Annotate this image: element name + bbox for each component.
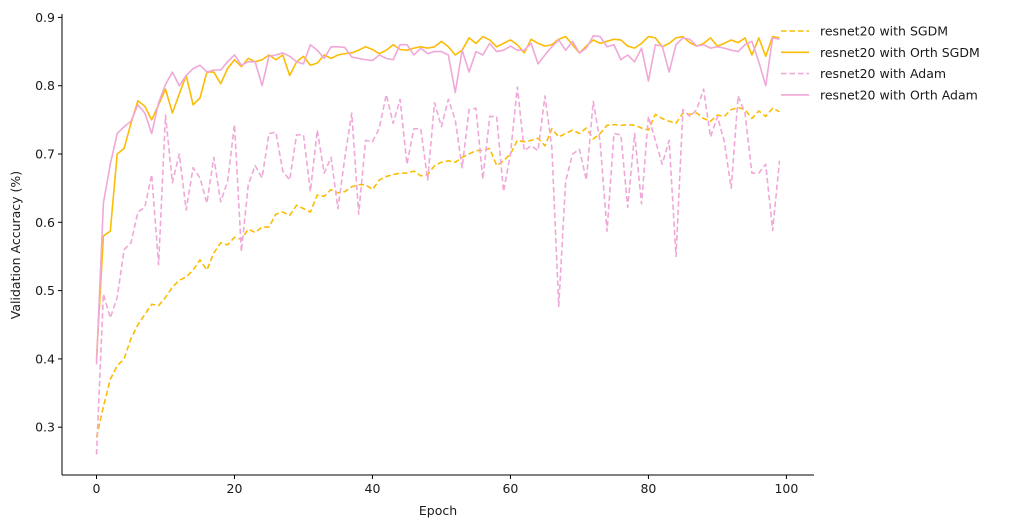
x-tick-label: 0 — [93, 481, 101, 496]
y-tick-label: 0.3 — [35, 420, 55, 435]
series-line-3 — [95, 86, 781, 455]
axes-layer — [61, 14, 814, 476]
series-line-1 — [95, 106, 780, 438]
legend-label: resnet20 with SGDM — [820, 24, 948, 39]
y-tick-label: 0.4 — [35, 351, 55, 366]
x-tick-label: 40 — [365, 481, 381, 496]
x-axis-title: Epoch — [419, 503, 457, 518]
legend-label: resnet20 with Adam — [820, 66, 946, 81]
y-tick-label: 0.5 — [35, 283, 55, 298]
x-tick-label: 60 — [502, 481, 518, 496]
y-tick-label: 0.6 — [35, 215, 55, 230]
series-layer — [95, 35, 781, 455]
y-tick-label: 0.9 — [35, 10, 55, 25]
legend-label: resnet20 with Orth SGDM — [820, 45, 980, 60]
series-line-4 — [95, 35, 780, 365]
legend-label: resnet20 with Orth Adam — [820, 87, 978, 102]
y-axis-title: Validation Accuracy (%) — [8, 171, 23, 319]
x-tick-label: 20 — [227, 481, 243, 496]
y-tick-label: 0.8 — [35, 78, 55, 93]
x-tick-label: 80 — [640, 481, 656, 496]
y-ticks: 0.3 0.4 0.5 0.6 0.7 0.8 0.9 — [35, 10, 62, 435]
series-line-2 — [95, 35, 780, 359]
x-ticks: 0 20 40 60 80 100 — [93, 475, 798, 496]
y-tick-label: 0.7 — [35, 147, 55, 162]
legend: resnet20 with SGDM resnet20 with Orth SGD… — [781, 24, 980, 102]
x-tick-label: 100 — [774, 481, 798, 496]
